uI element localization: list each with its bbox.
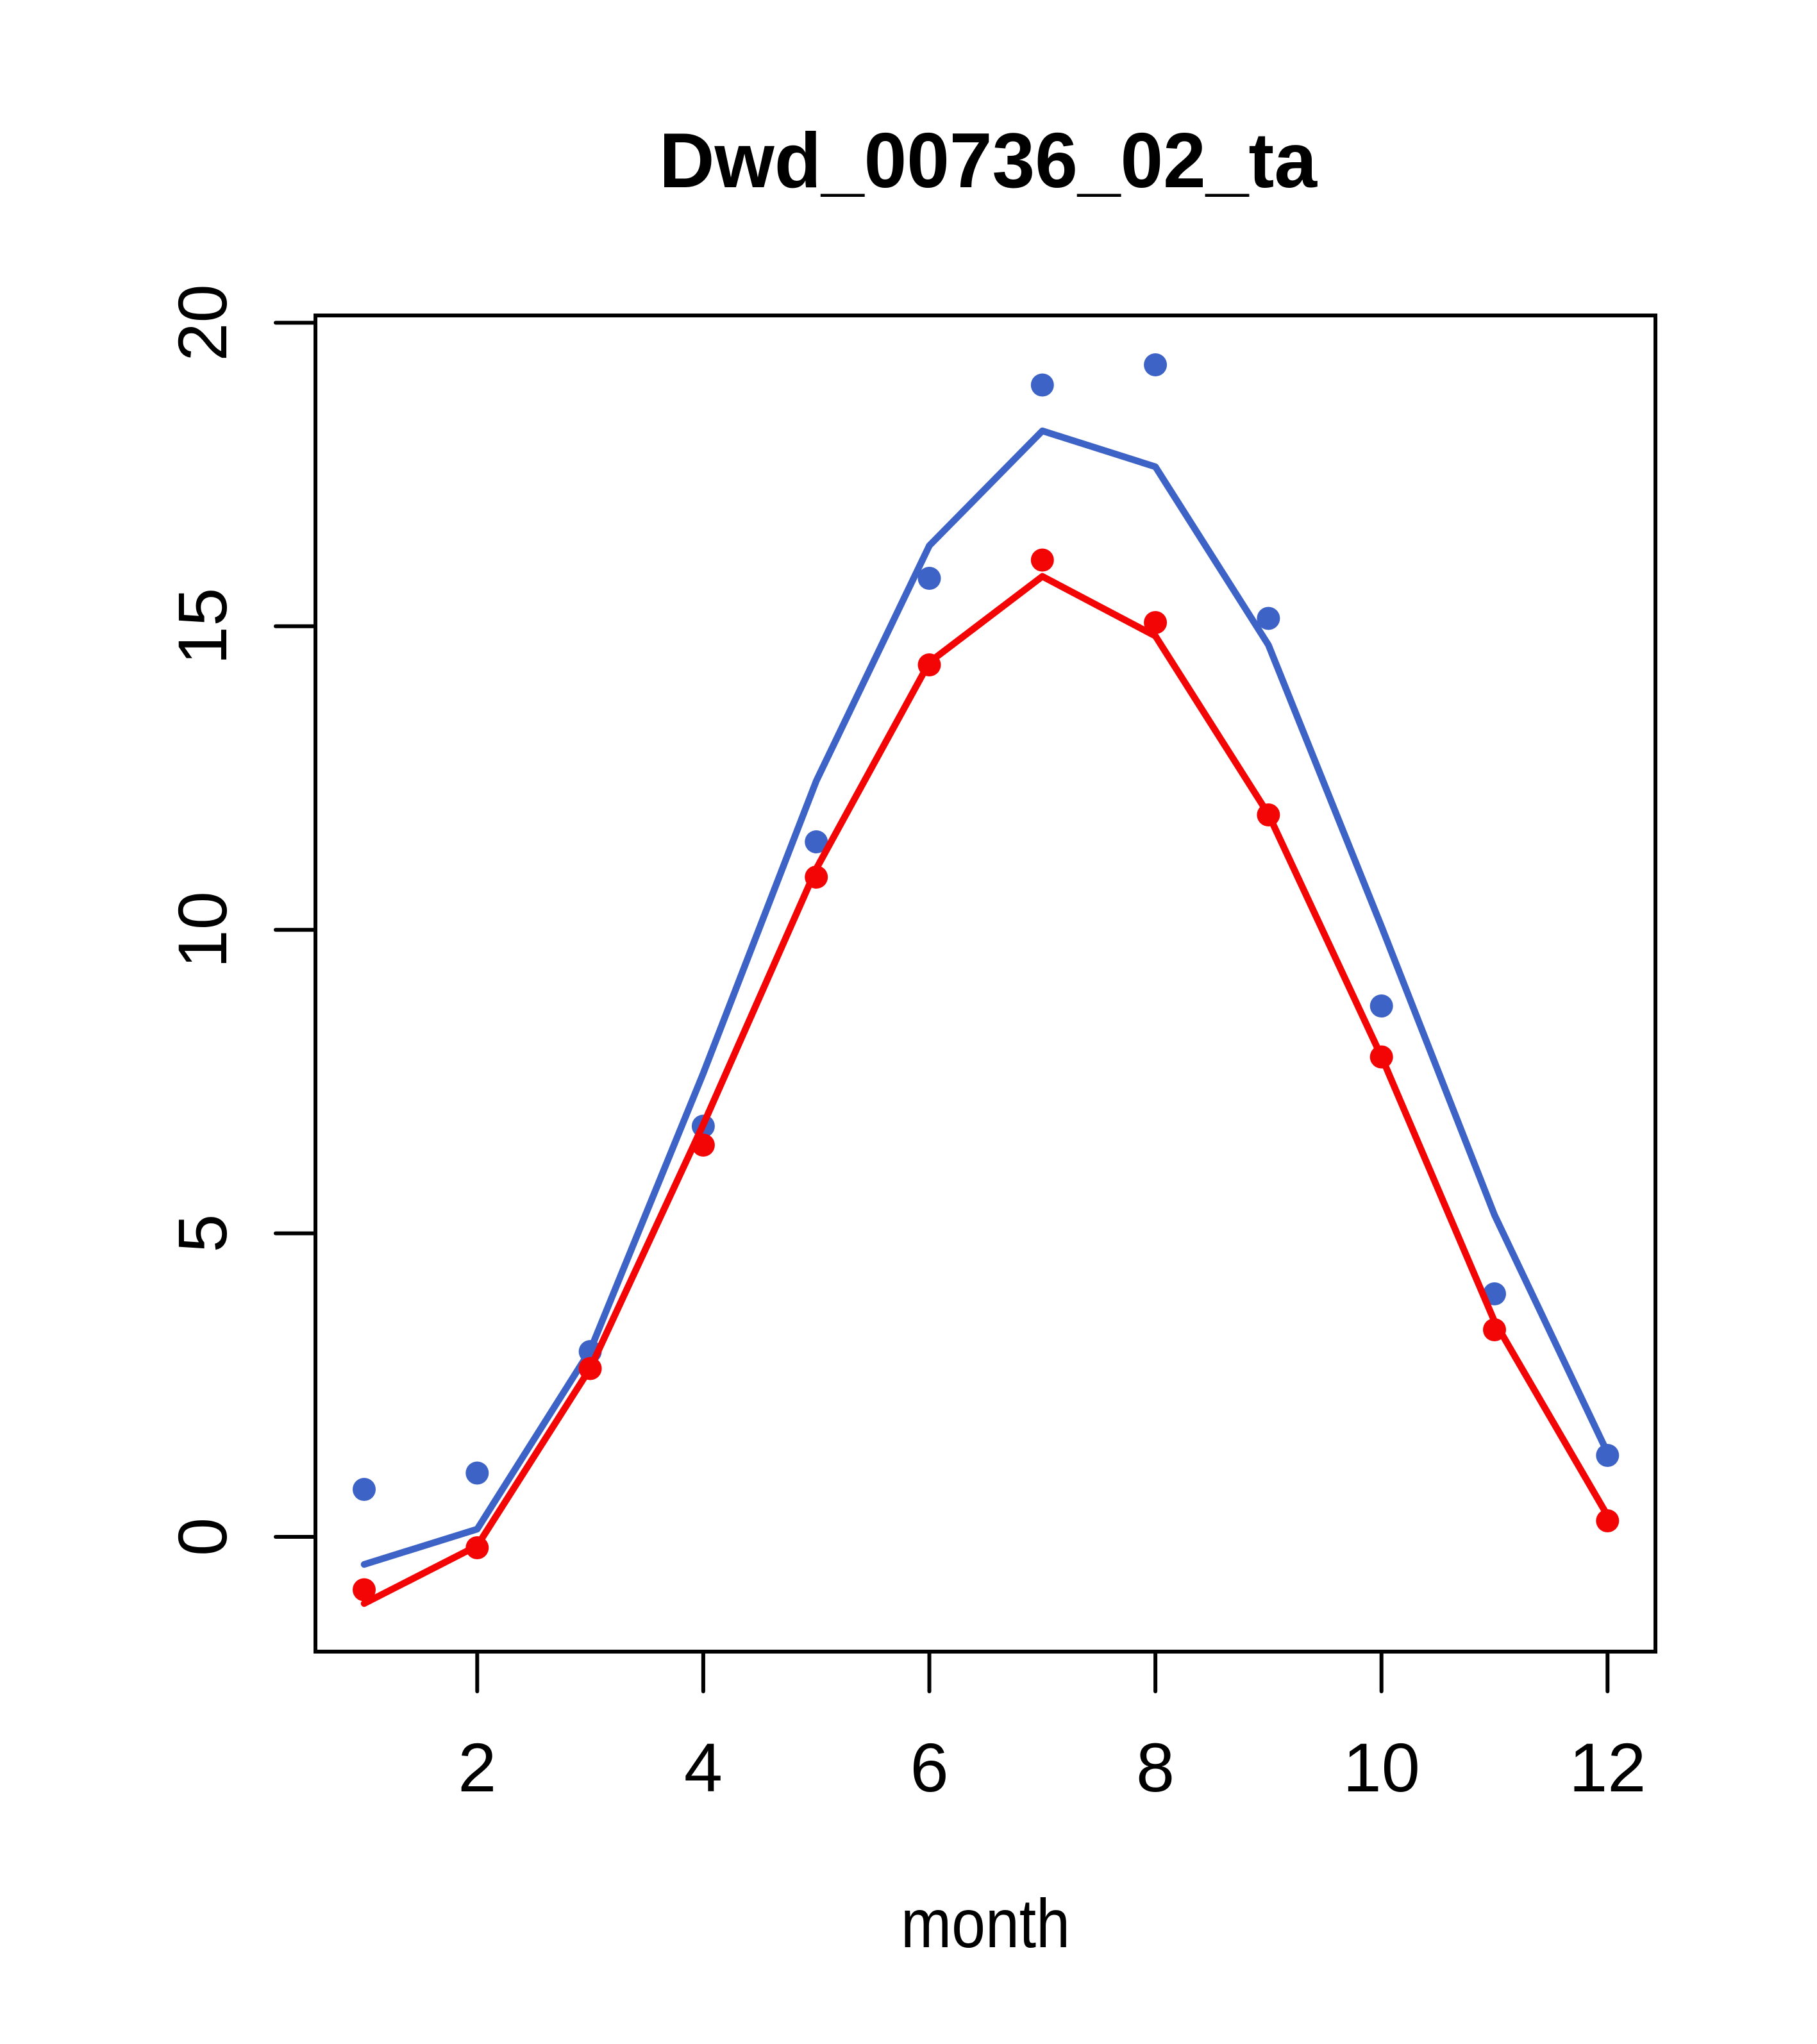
svg-text:5: 5 xyxy=(163,1214,241,1253)
svg-text:8: 8 xyxy=(1136,1729,1175,1806)
svg-text:10: 10 xyxy=(1343,1729,1420,1806)
svg-text:12: 12 xyxy=(1569,1729,1646,1806)
svg-text:month: month xyxy=(901,1884,1070,1962)
svg-text:2: 2 xyxy=(458,1729,496,1806)
svg-text:Dwd_00736_02_ta: Dwd_00736_02_ta xyxy=(659,117,1318,204)
svg-text:15: 15 xyxy=(163,588,241,665)
svg-text:6: 6 xyxy=(910,1729,948,1806)
svg-text:20: 20 xyxy=(163,284,241,361)
svg-text:10: 10 xyxy=(163,891,241,968)
svg-text:0: 0 xyxy=(163,1518,241,1556)
svg-text:4: 4 xyxy=(684,1729,723,1806)
